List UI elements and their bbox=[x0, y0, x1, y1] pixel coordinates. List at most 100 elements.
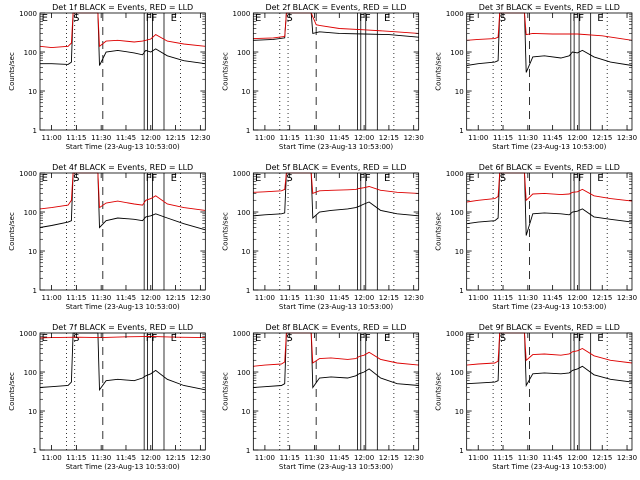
y-tick-label: 1000 bbox=[19, 10, 37, 18]
series-line-events bbox=[40, 12, 206, 66]
event-lines bbox=[279, 333, 395, 450]
event-marker-label: E bbox=[255, 173, 261, 184]
y-tick-label: 1000 bbox=[19, 170, 37, 178]
panel-title: Det 7f BLACK = Events, RED = LLD bbox=[52, 323, 193, 332]
event-marker-label: FF bbox=[572, 333, 584, 344]
x-tick-label: 12:00 bbox=[141, 454, 161, 462]
y-axis-label: Counts/sec bbox=[221, 372, 229, 411]
x-axis-label: Start Time (23-Aug-13 10:53:00) bbox=[66, 463, 180, 471]
x-tick-label: 11:45 bbox=[329, 454, 349, 462]
y-tick-label: 1000 bbox=[19, 330, 37, 338]
x-tick-label: 12:00 bbox=[567, 134, 587, 142]
series-line-lld bbox=[253, 12, 419, 40]
series-line-events bbox=[253, 172, 419, 219]
event-marker-label: E bbox=[171, 173, 177, 184]
event-marker-label: E bbox=[171, 13, 177, 24]
series-line-events bbox=[253, 12, 419, 41]
series-line-events bbox=[39, 332, 206, 392]
event-marker-label: FF bbox=[146, 173, 158, 184]
x-tick-label: 12:00 bbox=[354, 134, 374, 142]
plot-frame bbox=[252, 332, 420, 451]
y-tick-label: 10 bbox=[455, 88, 464, 96]
x-tick-label: 11:00 bbox=[41, 134, 61, 142]
x-axis-label: Start Time (23-Aug-13 10:53:00) bbox=[279, 463, 393, 471]
y-tick-label: 1 bbox=[246, 127, 250, 135]
x-axis-label: Start Time (23-Aug-13 10:53:00) bbox=[66, 303, 180, 311]
x-axis-label: Start Time (23-Aug-13 10:53:00) bbox=[492, 463, 606, 471]
panel-title: Det 3f BLACK = Events, RED = LLD bbox=[479, 3, 620, 12]
x-tick-label: 12:15 bbox=[165, 294, 185, 302]
event-marker-label: S bbox=[500, 173, 506, 184]
x-tick-label: 11:00 bbox=[255, 454, 275, 462]
event-marker-label: E bbox=[468, 333, 474, 344]
y-tick-label: 1000 bbox=[233, 330, 251, 338]
panel-title: Det 4f BLACK = Events, RED = LLD bbox=[52, 163, 193, 172]
series-line-lld bbox=[39, 12, 206, 49]
x-tick-label: 11:30 bbox=[304, 134, 324, 142]
x-tick-label: 11:30 bbox=[304, 454, 324, 462]
plot-frame bbox=[39, 172, 206, 291]
y-tick-label: 100 bbox=[450, 209, 463, 217]
x-tick-label: 12:15 bbox=[592, 454, 612, 462]
panel-title: Det 6f BLACK = Events, RED = LLD bbox=[479, 163, 620, 172]
series-line-events bbox=[466, 172, 633, 236]
event-marker-label: FF bbox=[146, 13, 158, 24]
x-tick-label: 11:00 bbox=[468, 134, 488, 142]
x-tick-label: 11:15 bbox=[280, 134, 300, 142]
y-axis-label: Counts/sec bbox=[221, 52, 229, 91]
x-tick-label: 11:15 bbox=[493, 134, 513, 142]
plot-frame bbox=[39, 12, 206, 131]
event-marker-label: E bbox=[42, 173, 48, 184]
series-line-lld bbox=[253, 332, 419, 367]
x-tick-label: 11:30 bbox=[518, 134, 538, 142]
y-tick-label: 100 bbox=[237, 369, 250, 377]
x-tick-label: 12:15 bbox=[379, 294, 399, 302]
x-axis-label: Start Time (23-Aug-13 10:53:00) bbox=[492, 143, 606, 151]
event-marker-label: S bbox=[286, 173, 292, 184]
event-marker-label: S bbox=[500, 333, 506, 344]
x-tick-label: 11:00 bbox=[41, 294, 61, 302]
y-tick-label: 100 bbox=[450, 369, 463, 377]
y-tick-label: 1 bbox=[246, 447, 250, 455]
y-axis-label: Counts/sec bbox=[435, 212, 443, 251]
x-tick-label: 12:30 bbox=[190, 294, 210, 302]
y-tick-label: 10 bbox=[241, 88, 250, 96]
y-axis-label: Counts/sec bbox=[8, 52, 16, 91]
x-tick-label: 11:30 bbox=[91, 134, 111, 142]
event-marker-label: E bbox=[384, 333, 390, 344]
x-axis-label: Start Time (23-Aug-13 10:53:00) bbox=[66, 143, 180, 151]
y-tick-label: 1000 bbox=[446, 170, 464, 178]
x-tick-label: 12:00 bbox=[567, 454, 587, 462]
y-tick-label: 1000 bbox=[233, 10, 251, 18]
x-tick-label: 12:15 bbox=[379, 134, 399, 142]
y-axis-label: Counts/sec bbox=[435, 52, 443, 91]
x-axis-label: Start Time (23-Aug-13 10:53:00) bbox=[492, 303, 606, 311]
event-marker-label: E bbox=[255, 13, 261, 24]
x-tick-label: 11:45 bbox=[116, 294, 136, 302]
x-tick-label: 11:45 bbox=[543, 134, 563, 142]
x-tick-label: 11:45 bbox=[329, 134, 349, 142]
event-marker-label: S bbox=[73, 333, 79, 344]
event-marker-label: E bbox=[42, 333, 48, 344]
panel-title: Det 5f BLACK = Events, RED = LLD bbox=[265, 163, 406, 172]
plot-frame bbox=[466, 332, 633, 451]
plot-frame bbox=[252, 12, 420, 131]
y-tick-label: 1 bbox=[459, 447, 463, 455]
panel-title: Det 9f BLACK = Events, RED = LLD bbox=[479, 323, 620, 332]
x-tick-label: 11:15 bbox=[280, 294, 300, 302]
event-marker-label: FF bbox=[146, 333, 158, 344]
y-tick-label: 10 bbox=[28, 408, 37, 416]
series-line-lld bbox=[466, 12, 633, 41]
event-lines bbox=[66, 13, 181, 130]
y-axis-label: Counts/sec bbox=[435, 372, 443, 411]
event-marker-label: FF bbox=[572, 13, 584, 24]
x-tick-label: 11:15 bbox=[66, 454, 86, 462]
x-tick-label: 12:00 bbox=[141, 134, 161, 142]
event-marker-label: S bbox=[500, 13, 506, 24]
series-line-events bbox=[39, 172, 206, 231]
x-tick-label: 12:00 bbox=[141, 294, 161, 302]
x-tick-label: 12:30 bbox=[404, 454, 424, 462]
